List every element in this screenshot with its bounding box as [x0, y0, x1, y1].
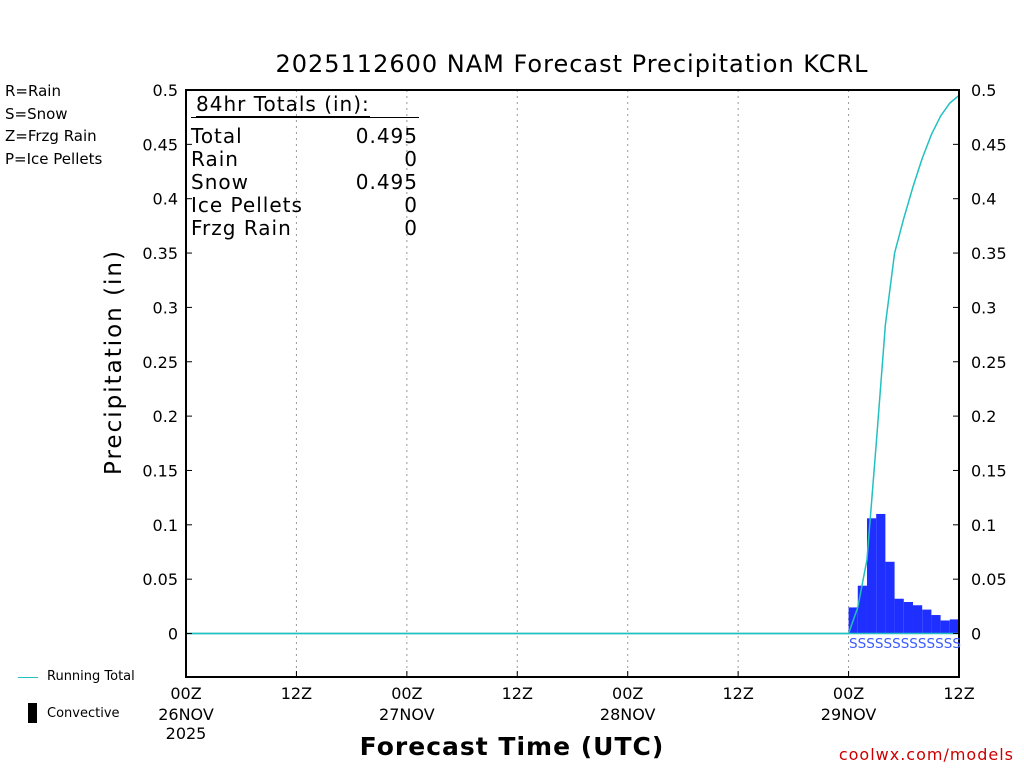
- totals-value-snow: 0.495: [355, 170, 418, 194]
- snow-bar: [894, 598, 904, 634]
- snow-bar: [922, 609, 932, 634]
- y-tick-label-left: 0.45: [142, 135, 178, 154]
- totals-label-ice-pellets: Ice Pellets: [191, 193, 303, 217]
- snow-bar: [876, 513, 886, 634]
- ptype-markers: SSSSSSSSSSSSS: [849, 637, 961, 652]
- y-tick-label-right: 0.05: [971, 570, 1007, 589]
- y-tick-label-left: 0.3: [153, 298, 178, 317]
- snow-bars: [848, 513, 959, 634]
- y-tick-label-left: 0.4: [153, 190, 178, 209]
- x-tick-label: 00Z: [612, 684, 643, 703]
- totals-label-total: Total: [191, 124, 243, 148]
- y-tick-label-right: 0.4: [971, 190, 996, 209]
- y-tick-label-left: 0.25: [142, 353, 178, 372]
- totals-value-ice-pellets: 0: [404, 193, 418, 217]
- x-tick-label: 00Z: [170, 684, 201, 703]
- y-tick-label-right: 0.15: [971, 461, 1007, 480]
- x-tick-date: 28NOV: [600, 705, 656, 724]
- snow-bar: [949, 619, 959, 634]
- snow-bar: [866, 518, 877, 634]
- y-ticks: 0 00.05 0.050.1 0.10.15 0.150.2 0.20.25 0.250.…: [142, 81, 1006, 644]
- snow-bar: [912, 605, 923, 634]
- totals-label-snow: Snow: [191, 170, 249, 194]
- running-total-line: [186, 94, 960, 635]
- x-tick-date: 27NOV: [379, 705, 435, 724]
- y-tick-label-right: 0.2: [971, 407, 996, 426]
- totals-value-total: 0.495: [355, 124, 418, 148]
- running-total-swatch: [18, 677, 38, 678]
- convective-label: Convective: [47, 706, 120, 721]
- running-total-polyline: [186, 94, 960, 635]
- x-tick-date: 26NOV: [158, 705, 214, 724]
- y-tick-label-left: 0.05: [142, 570, 178, 589]
- y-tick-label-left: 0.35: [142, 244, 178, 263]
- y-tick-label-right: 0.35: [971, 244, 1007, 263]
- convective-swatch: [28, 703, 37, 723]
- x-tick-label: 12Z: [502, 684, 533, 703]
- x-tick-date: 29NOV: [821, 705, 877, 724]
- x-tick-label: 12Z: [722, 684, 753, 703]
- totals-underline: [191, 117, 419, 118]
- y-tick-label-left: 0.15: [142, 461, 178, 480]
- y-tick-label-right: 0.25: [971, 353, 1007, 372]
- credit-text: coolwx.com/models: [838, 745, 1014, 764]
- y-tick-label-right: 0.3: [971, 298, 996, 317]
- totals-label-rain: Rain: [191, 147, 239, 171]
- snow-bar: [885, 561, 895, 634]
- snow-bar: [857, 585, 867, 634]
- x-tick-label: 00Z: [391, 684, 422, 703]
- grid-lines: [295, 90, 850, 677]
- y-tick-label-left: 0: [168, 625, 178, 644]
- y-tick-label-left: 0.5: [153, 81, 178, 100]
- x-tick-label: 12Z: [281, 684, 312, 703]
- totals-value-frzg-rain: 0: [404, 216, 418, 240]
- y-tick-label-right: 0.5: [971, 81, 996, 100]
- snow-bar: [940, 620, 950, 634]
- y-tick-label-right: 0: [971, 625, 981, 644]
- x-tick-label: 00Z: [833, 684, 864, 703]
- y-tick-label-right: 0.1: [971, 516, 996, 535]
- totals-header-text: 84hr Totals (in):: [196, 92, 370, 117]
- y-tick-label-left: 0.1: [153, 516, 178, 535]
- legend-rain: R=Rain: [5, 82, 61, 100]
- snow-bar: [903, 601, 913, 634]
- plot-frame: [185, 89, 960, 678]
- totals-label-frzg-rain: Frzg Rain: [191, 216, 292, 240]
- x-tick-label: 12Z: [943, 684, 974, 703]
- running-total-label: Running Total: [47, 669, 135, 684]
- y-tick-label-left: 0.2: [153, 407, 178, 426]
- totals-value-rain: 0: [404, 147, 418, 171]
- x-axis-title: Forecast Time (UTC): [359, 732, 665, 761]
- y-tick-label-right: 0.45: [971, 135, 1007, 154]
- snow-bar: [931, 615, 941, 634]
- legend-snow: S=Snow: [5, 105, 68, 123]
- totals-header: 84hr Totals (in):: [196, 92, 370, 117]
- chart-title: 2025112600 NAM Forecast Precipitation KC…: [275, 50, 869, 78]
- x-tick-year: 2025: [166, 724, 207, 743]
- legend-frzg-rain: Z=Frzg Rain: [5, 127, 97, 145]
- legend-ice-pellets: P=Ice Pellets: [5, 150, 103, 168]
